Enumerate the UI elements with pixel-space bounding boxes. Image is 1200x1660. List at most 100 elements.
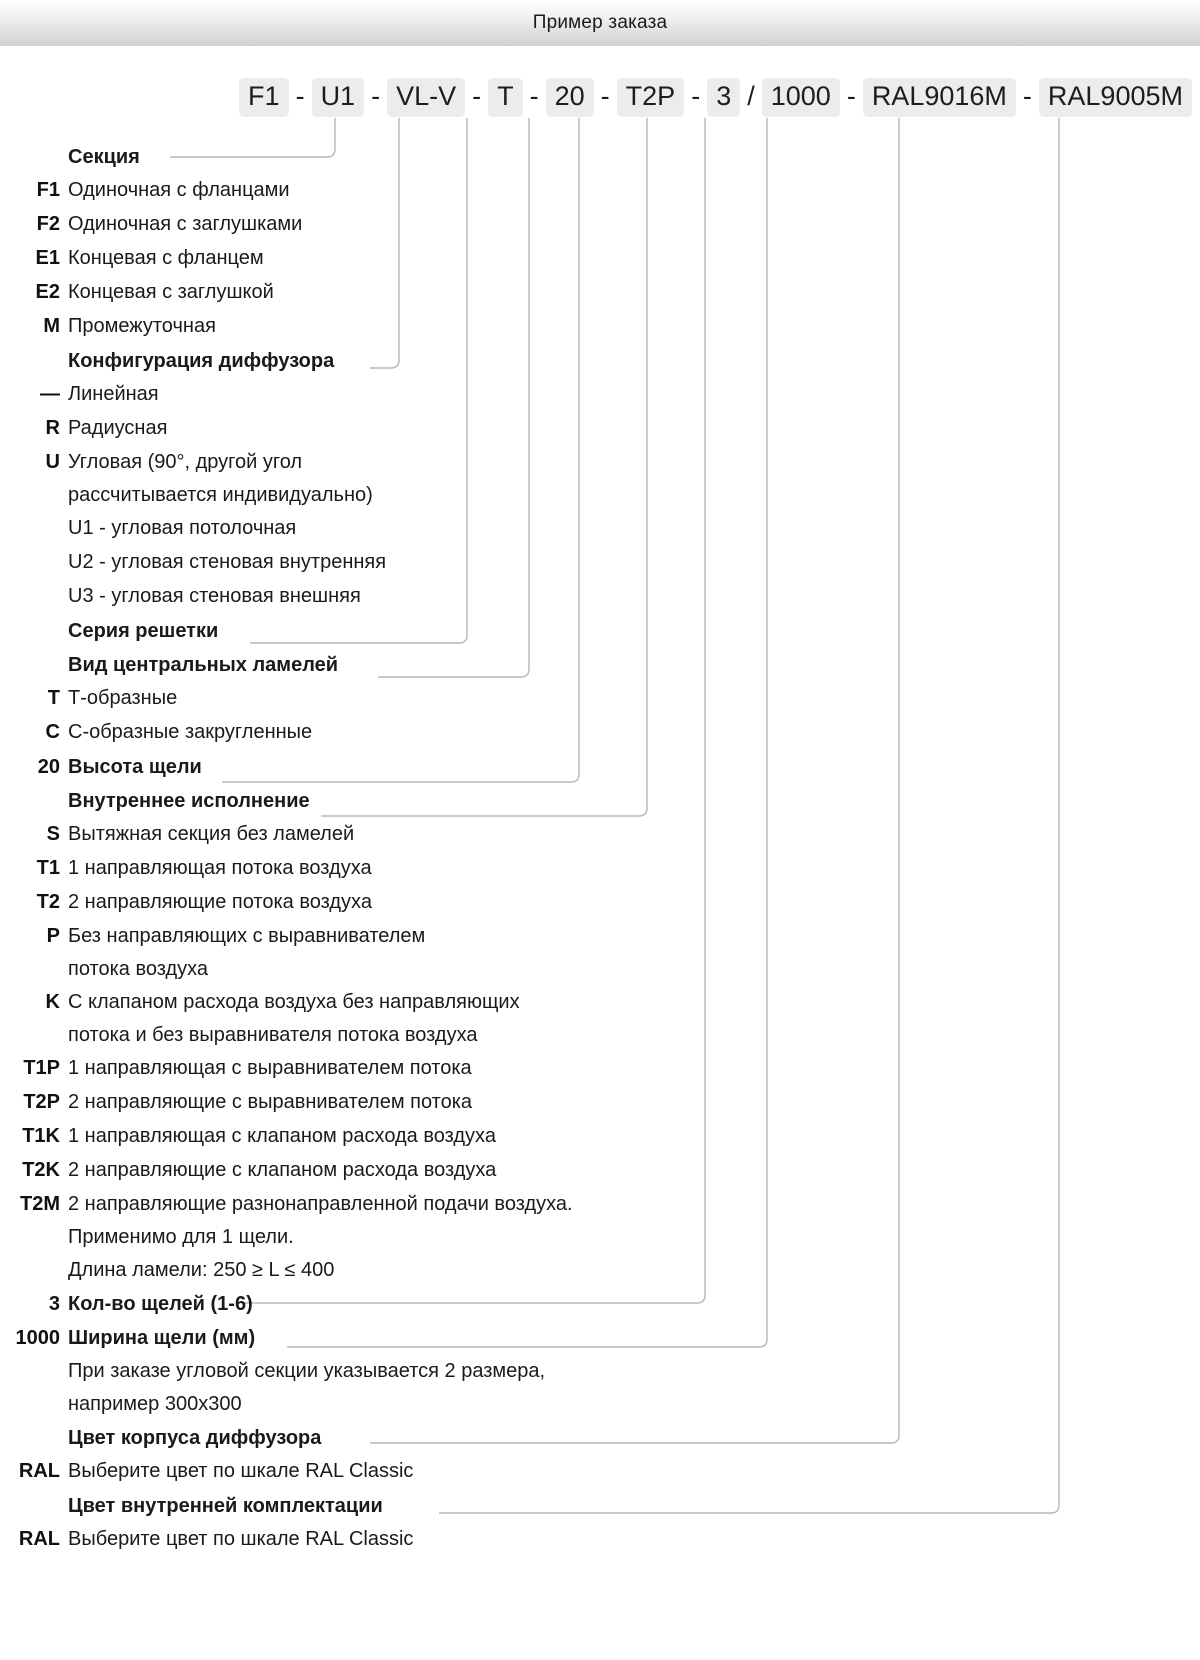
code-token[interactable]: 1000 (761, 78, 840, 117)
code-token[interactable]: 20 (545, 78, 594, 117)
legend-item-row: T Т-образные (0, 682, 1200, 716)
legend-item-description: Промежуточная (68, 315, 216, 337)
legend-item-description: U2 - угловая стеновая внутренняя (68, 551, 387, 573)
legend-item-code: T (47, 687, 60, 709)
legend-item-row: R Радиусная (0, 412, 1200, 446)
legend-item-row: T1 1 направляющая потока воздуха (0, 852, 1200, 886)
section-heading-code: 20 (37, 756, 60, 778)
code-token[interactable]: RAL9005M (1038, 78, 1192, 117)
legend-item-row: T2P 2 направляющие с выравнивателем поток… (0, 1086, 1200, 1120)
legend-item-description: 2 направляющие разнонаправленной подачи … (68, 1193, 573, 1281)
legend-item-description: 1 направляющая с клапаном расхода воздух… (68, 1125, 496, 1147)
legend-item-description: Без направляющих с выравнивателем потока… (68, 925, 426, 980)
section-heading-code: 1000 (15, 1327, 61, 1349)
code-separator: - (1022, 81, 1032, 111)
legend-item-row: E2 Концевая с заглушкой (0, 276, 1200, 310)
legend-item-row: RAL Выберите цвет по шкале RAL Classic (0, 1523, 1200, 1557)
section-heading-label: Высота щели (68, 756, 202, 778)
legend-item-row: F2 Одиночная с заглушками (0, 208, 1200, 242)
legend-item-code: S (46, 823, 60, 845)
legend-item-description: 2 направляющие с выравнивателем потока (68, 1091, 473, 1113)
section-heading-label: Цвет внутренней комплектации (68, 1495, 383, 1517)
page-header-bar: Пример заказа (0, 0, 1200, 46)
section-heading-row: Вид центральных ламелей (0, 648, 1200, 682)
legend-item-code: T2 (36, 891, 60, 913)
section-heading-row: 3 Кол-во щелей (1-6) (0, 1287, 1200, 1321)
legend-item-row: E1 Концевая с фланцем (0, 242, 1200, 276)
section-heading-label: Вид центральных ламелей (68, 654, 339, 676)
legend-item-row: U Угловая (90°, другой угол рассчитываетс… (0, 446, 1200, 512)
section-heading-label: Серия решетки (68, 620, 219, 642)
legend-item-description: Одиночная с заглушками (68, 213, 303, 235)
code-separator: - (600, 81, 610, 111)
legend-item-row: U2 - угловая стеновая внутренняя (0, 546, 1200, 580)
legend-item-row: C С-образные закругленные (0, 716, 1200, 750)
section-heading-row: Секция (0, 140, 1200, 174)
legend-item-description: U1 - угловая потолочная (68, 517, 297, 539)
section-heading-code: 3 (48, 1293, 60, 1315)
code-token[interactable]: U1 (311, 78, 365, 117)
legend-item-code: RAL (18, 1460, 60, 1482)
section-heading-row: Внутреннее исполнение (0, 784, 1200, 818)
section-heading-row: Серия решетки (0, 614, 1200, 648)
legend-item-description: При заказе угловой секции указывается 2 … (68, 1360, 546, 1415)
section-heading-label: Кол-во щелей (1-6) (68, 1293, 253, 1315)
code-token[interactable]: T2P (616, 78, 685, 117)
legend-item-row: T2M 2 направляющие разнонаправленной пода… (0, 1188, 1200, 1287)
code-token[interactable]: F1 (239, 78, 289, 117)
section-heading-label: Конфигурация диффузора (68, 350, 335, 372)
legend-item-code: F2 (36, 213, 60, 235)
legend-item-description: 1 направляющая с выравнивателем потока (68, 1057, 472, 1079)
legend-item-code: R (45, 417, 60, 439)
order-code-string: F1- U1- VL-V - T -20- T2P -3/1000- RAL9016M - RAL9… (0, 78, 1200, 117)
legend-item-row: RAL Выберите цвет по шкале RAL Classic (0, 1455, 1200, 1489)
section-heading-label: Ширина щели (мм) (68, 1327, 256, 1349)
section-heading-row: 20 Высота щели (0, 750, 1200, 784)
section-heading-row: Цвет корпуса диффузора (0, 1421, 1200, 1455)
legend-item-code: T2P (23, 1091, 60, 1113)
legend-item-description: Концевая с фланцем (68, 247, 264, 269)
legend-item-code: T2M (20, 1193, 60, 1215)
legend-item-code: RAL (18, 1528, 60, 1550)
code-token[interactable]: T (488, 78, 523, 117)
legend-item-description: 2 направляющие потока воздуха (68, 891, 372, 913)
legend-item-description: Вытяжная секция без ламелей (68, 823, 355, 845)
legend-item-description: Выберите цвет по шкале RAL Classic (68, 1528, 414, 1550)
legend-list: Секция F1 Одиночная с фланцами F2 Одиночная … (0, 140, 1200, 1557)
legend-item-code: T1K (22, 1125, 60, 1147)
legend-item-description: U3 - угловая стеновая внешняя (68, 585, 361, 607)
code-token[interactable]: RAL9016M (862, 78, 1016, 117)
code-token[interactable]: 3 (707, 78, 741, 117)
legend-item-code: K (45, 991, 60, 1013)
code-separator: - (371, 81, 381, 111)
legend-item-row: S Вытяжная секция без ламелей (0, 818, 1200, 852)
legend-item-description: Выберите цвет по шкале RAL Classic (68, 1460, 414, 1482)
legend-item-description: С-образные закругленные (68, 721, 313, 743)
legend-item-code: C (45, 721, 60, 743)
code-separator: / (747, 81, 755, 111)
section-heading-label: Внутреннее исполнение (68, 790, 310, 812)
legend-item-row: M Промежуточная (0, 310, 1200, 344)
legend-item-code: E1 (35, 247, 60, 269)
code-separator: - (472, 81, 482, 111)
legend-item-row: P Без направляющих с выравнивателем поток… (0, 920, 1200, 986)
legend-item-code: U (45, 451, 60, 473)
code-separator: - (529, 81, 539, 111)
legend-item-code: T1 (36, 857, 60, 879)
code-token[interactable]: VL-V (387, 78, 466, 117)
page-title: Пример заказа (532, 12, 668, 33)
section-heading-row: 1000 Ширина щели (мм) (0, 1321, 1200, 1355)
legend-item-description: Концевая с заглушкой (68, 281, 274, 303)
legend-item-row: U3 - угловая стеновая внешняя (0, 580, 1200, 614)
legend-item-row: K С клапаном расхода воздуха без направля… (0, 986, 1200, 1052)
legend-item-code: E2 (35, 281, 60, 303)
section-heading-label: Секция (68, 146, 140, 168)
legend-item-row: T2K 2 направляющие с клапаном расхода воз… (0, 1154, 1200, 1188)
legend-item-code: F1 (36, 179, 60, 201)
legend-item-description: Одиночная с фланцами (68, 179, 290, 201)
legend-item-row: T2 2 направляющие потока воздуха (0, 886, 1200, 920)
legend-item-row: U1 - угловая потолочная (0, 512, 1200, 546)
legend-item-description: 2 направляющие с клапаном расхода воздух… (68, 1159, 497, 1181)
legend-item-description: 1 направляющая потока воздуха (68, 857, 372, 879)
legend-item-code: T1P (23, 1057, 60, 1079)
